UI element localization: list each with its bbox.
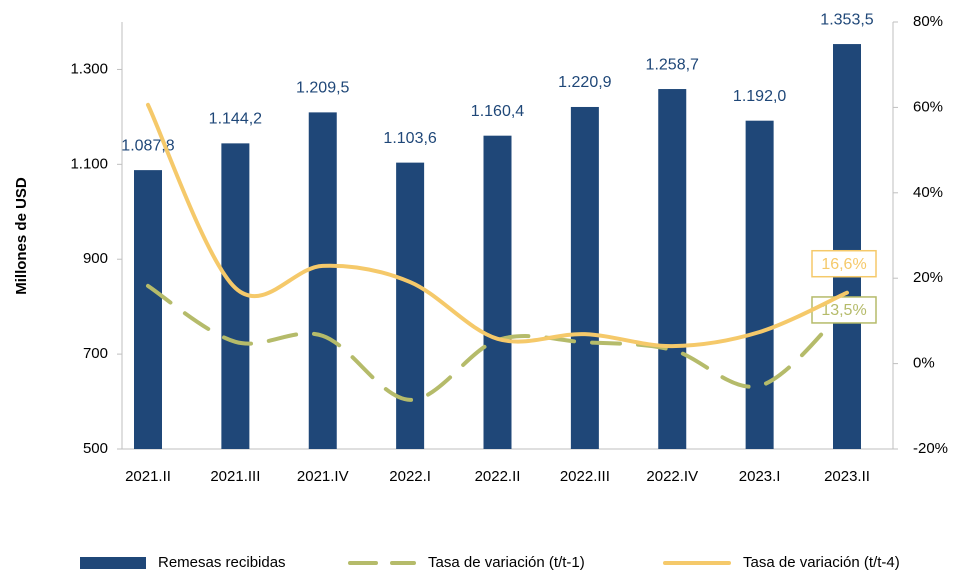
bar — [308, 112, 337, 450]
bar-value-label: 1.160,4 — [471, 103, 524, 120]
bar-value-label: 1.220,9 — [558, 74, 611, 91]
y-tick-label: 1.100 — [70, 155, 108, 172]
line — [146, 283, 849, 402]
bar-value-label: 1.103,6 — [383, 130, 436, 147]
x-tick-label: 2021.II — [125, 468, 171, 485]
line-value-label: 16,6% — [821, 256, 866, 273]
value-label-box — [811, 249, 877, 278]
bar — [745, 120, 774, 449]
x-tick-label: 2022.IV — [646, 468, 698, 485]
x-tick-label: 2021.IV — [297, 468, 349, 485]
y2-tick-label: 20% — [913, 269, 943, 286]
x-tick-label: 2022.II — [475, 468, 521, 485]
y-tick-label: 900 — [83, 250, 108, 267]
bar — [570, 106, 599, 450]
bar-value-label: 1.144,2 — [209, 111, 262, 128]
bar — [658, 89, 687, 449]
x-tick-label: 2023.II — [824, 468, 870, 485]
x-tick-label: 2022.III — [560, 468, 610, 485]
x-tick-label: 2022.I — [389, 468, 431, 485]
bar-value-label: 1.353,5 — [820, 11, 873, 28]
bar-value-label: 1.258,7 — [646, 56, 699, 73]
y-tick-label: 1.300 — [70, 60, 108, 77]
x-tick-label: 2023.I — [739, 468, 781, 485]
bar — [483, 135, 512, 450]
x-tick-label: 2021.III — [210, 468, 260, 485]
y-tick-label: 700 — [83, 345, 108, 362]
bar — [833, 44, 861, 449]
y2-tick-label: -20% — [913, 440, 948, 457]
line-value-label: 13,5% — [821, 302, 866, 319]
legend-label: Remesas recibidas — [158, 554, 286, 571]
y2-tick-label: 80% — [913, 13, 943, 30]
legend-label: Tasa de variación (t/t-4) — [743, 554, 900, 571]
legend-swatch — [80, 557, 146, 569]
bar-value-label: 1.209,5 — [296, 80, 349, 97]
y-tick-label: 500 — [83, 440, 108, 457]
y2-tick-label: 60% — [913, 98, 943, 115]
y2-tick-label: 0% — [913, 355, 935, 372]
bar — [396, 162, 425, 449]
bar-value-label: 1.192,0 — [733, 88, 786, 105]
value-label-box — [811, 296, 877, 324]
line — [146, 102, 849, 349]
y2-tick-label: 40% — [913, 184, 943, 201]
bar — [134, 170, 162, 449]
y-axis-label: Millones de USD — [13, 177, 30, 295]
legend-label: Tasa de variación (t/t-1) — [428, 554, 585, 571]
